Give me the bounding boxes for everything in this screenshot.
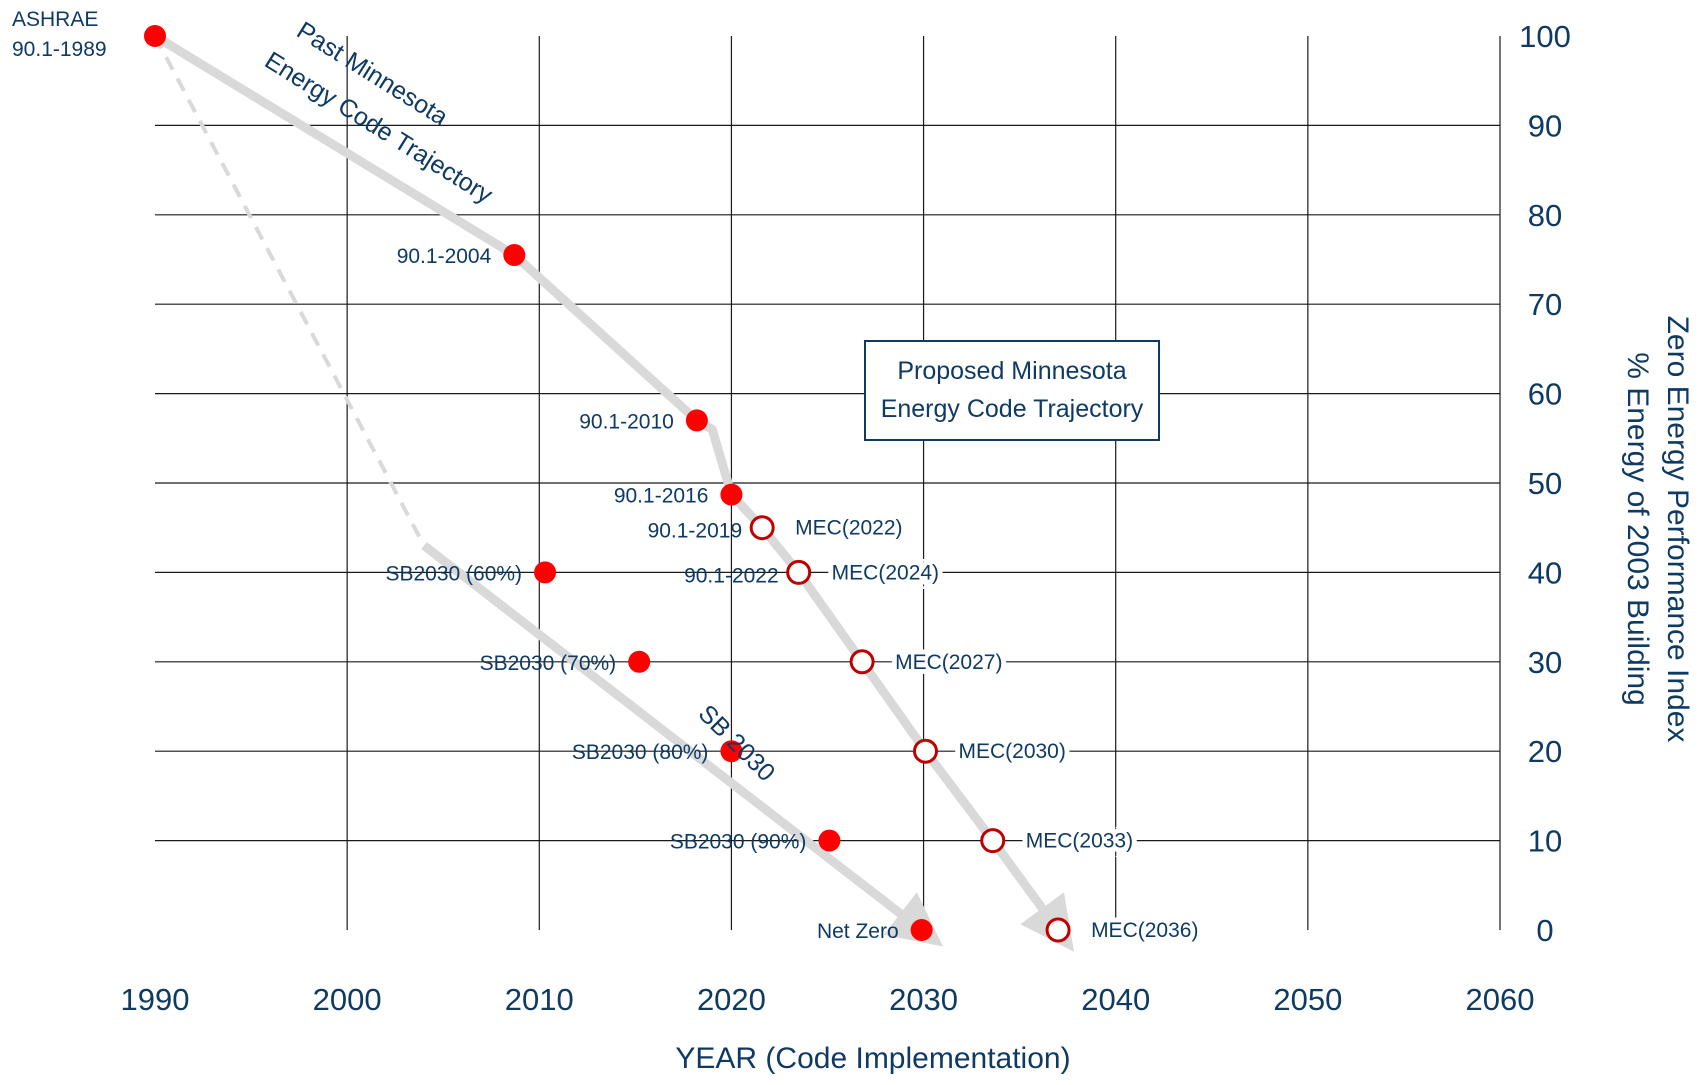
- x-tick-label: 2000: [313, 982, 382, 1017]
- x-axis-title: YEAR (Code Implementation): [675, 1042, 1070, 1075]
- proposed-trajectory-box: [864, 340, 1160, 441]
- tick-labels-layer: 1990 2000 2010 2020 2030 2040 2050 206001020304…: [121, 19, 1571, 1017]
- point-label: MEC(2030): [958, 740, 1065, 763]
- y-tick-label: 40: [1528, 555, 1562, 590]
- proposed-trajectory-label-line2: Energy Code Trajectory: [881, 395, 1144, 423]
- data-point-filled: [144, 25, 166, 47]
- point-label: 90.1-1989: [12, 38, 107, 61]
- grid-layer: [155, 36, 1501, 930]
- data-point-filled: [910, 919, 933, 941]
- trajectory-line-2: [421, 542, 944, 947]
- y-axis-title-line1: Zero Energy Performance Index: [1661, 316, 1694, 743]
- point-label: MEC(2027): [895, 651, 1002, 674]
- data-point-open: [749, 515, 775, 541]
- trajectory-line-1: [153, 35, 426, 547]
- y-tick-label: 70: [1528, 287, 1562, 322]
- point-label: SB2030 (80%): [572, 741, 709, 764]
- y-tick-label: 20: [1528, 734, 1562, 769]
- point-label: ASHRAE: [12, 8, 98, 31]
- y-axis-title-line2: % Energy of 2003 Building: [1621, 352, 1654, 706]
- point-label: 90.1-2016: [614, 485, 709, 508]
- point-label: MEC(2022): [795, 517, 902, 540]
- x-tick-label: 2050: [1273, 982, 1342, 1017]
- y-tick-label: 0: [1536, 913, 1553, 948]
- point-label: MEC(2024): [832, 561, 939, 584]
- y-tick-label: 10: [1528, 824, 1562, 859]
- point-labels-layer: ASHRAE 90.1-1989 90.1-2004 90.1-2010 90.1-20…: [12, 8, 1203, 947]
- data-point-filled: [818, 829, 841, 852]
- point-label: 90.1-2010: [579, 410, 674, 433]
- x-tick-label: 2020: [697, 982, 766, 1017]
- point-label: MEC(2033): [1026, 830, 1133, 853]
- data-point-open: [849, 649, 875, 675]
- proposed-trajectory-label-line1: Proposed Minnesota: [897, 357, 1126, 385]
- data-point-filled: [720, 740, 743, 763]
- x-tick-label: 1990: [121, 982, 190, 1017]
- y-tick-label: 90: [1528, 108, 1562, 143]
- data-point-open: [912, 738, 938, 764]
- point-label-secondary: 90.1-2019: [648, 520, 743, 543]
- data-point-open: [980, 828, 1006, 854]
- x-tick-label: 2040: [1081, 982, 1150, 1017]
- point-label: SB2030 (90%): [670, 831, 807, 854]
- y-tick-label: 100: [1519, 19, 1571, 54]
- data-point-filled: [503, 244, 526, 267]
- data-point-filled: [628, 650, 651, 673]
- x-tick-label: 2060: [1466, 982, 1535, 1017]
- point-label: MEC(2036): [1091, 919, 1198, 942]
- point-label: SB2030 (60%): [385, 562, 522, 585]
- point-label-secondary: 90.1-2022: [684, 564, 779, 587]
- data-point-filled: [685, 409, 708, 432]
- y-tick-label: 50: [1528, 466, 1562, 501]
- y-tick-label: 30: [1528, 645, 1562, 680]
- data-point-filled: [534, 561, 557, 584]
- x-tick-label: 2030: [889, 982, 958, 1017]
- data-point-open: [786, 559, 812, 585]
- point-label: Net Zero: [817, 920, 899, 943]
- points-layer: [144, 25, 1071, 943]
- data-point-open: [1045, 917, 1071, 943]
- y-tick-label: 60: [1528, 377, 1562, 412]
- annotation-layer: Past Minnesota Energy Code Trajectory Pr…: [260, 16, 1160, 787]
- y-tick-label: 80: [1528, 198, 1562, 233]
- point-label: 90.1-2004: [397, 245, 492, 268]
- x-tick-label: 2010: [505, 982, 574, 1017]
- data-point-filled: [720, 483, 743, 506]
- point-label: SB2030 (70%): [480, 652, 617, 675]
